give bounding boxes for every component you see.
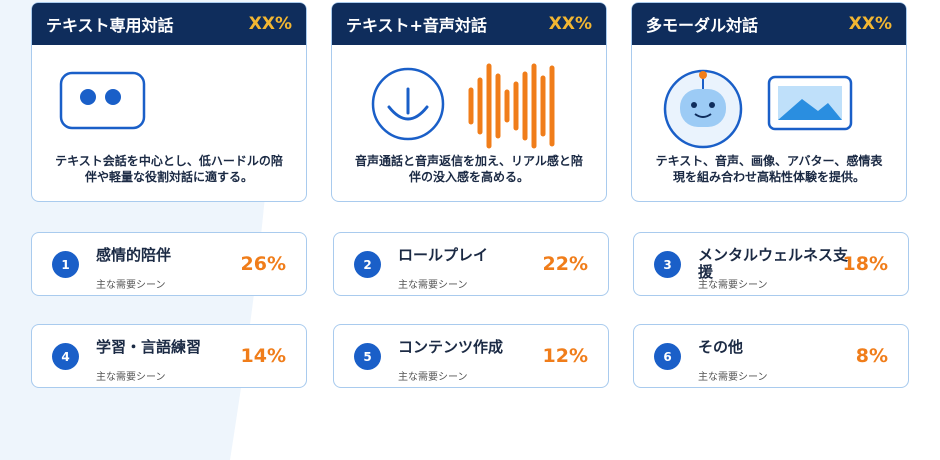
scene-share: 12% — [542, 345, 588, 367]
scene-number: 6 — [654, 343, 681, 370]
scene-share: 22% — [542, 253, 588, 275]
mode-rate: XX% — [848, 14, 892, 34]
scene-card: 3 メンタルウェルネス支援 主な需要シーン 18% — [633, 232, 909, 296]
mode-icon — [59, 71, 146, 130]
scene-card: 2 ロールプレイ主な需要シーン 22% — [333, 232, 609, 296]
mode-rate: XX% — [248, 14, 292, 34]
scene-share: 14% — [240, 345, 286, 367]
scene-title: その他 — [698, 338, 744, 356]
mode-description: テキスト、音声、画像、アバター、感情表現を組み合わせ高粘性体験を提供。 — [655, 154, 883, 184]
mode-header: 多モーダル対話 XX% — [632, 3, 906, 45]
scene-title: コンテンツ作成 — [398, 338, 504, 356]
scene-title: ロールプレイ — [398, 246, 489, 264]
mode-header: テキスト+音声対話 XX% — [332, 3, 606, 45]
mode-title: 多モーダル対話 — [646, 16, 759, 35]
mode-description: 音声通話と音声返信を加え、リアル感と陪伴の没入感を高める。 — [355, 154, 583, 184]
mode-title: テキスト+音声対話 — [346, 16, 487, 35]
scene-card: 5 コンテンツ作成主な需要シーン 12% — [333, 324, 609, 388]
mode-rate: XX% — [548, 14, 592, 34]
scene-number: 5 — [354, 343, 381, 370]
scene-card: 6 その他主な需要シーン 8% — [633, 324, 909, 388]
mode-card: テキスト+音声対話 XX% 音声通話と音声返信を加え、リアル感と陪伴の没入感を高める… — [331, 2, 607, 202]
mode-card: 多モーダル対話 XX% テキスト、音声、画像、アバター、感情表現を組み合わせ高粘性体… — [631, 2, 907, 202]
scene-number: 4 — [52, 343, 79, 370]
scene-subtitle: 主な需要シーン — [698, 280, 768, 291]
scene-share: 8% — [855, 345, 888, 367]
scene-title: 学習・言語練習 — [96, 338, 202, 356]
scene-number: 3 — [654, 251, 681, 278]
scene-share: 26% — [240, 253, 286, 275]
scene-subtitle: 主な需要シーン — [398, 280, 468, 291]
scene-title: メンタルウェルネス支援 — [698, 246, 849, 281]
scene-subtitle: 主な需要シーン — [96, 280, 166, 291]
mode-description: テキスト会話を中心とし、低ハードルの陪伴や軽量な役割対話に適する。 — [55, 154, 283, 184]
mode-icon — [663, 69, 853, 149]
scene-number: 2 — [354, 251, 381, 278]
scene-card: 4 学習・言語練習主な需要シーン 14% — [31, 324, 307, 388]
mode-card: テキスト専用対話 XX% テキスト会話を中心とし、低ハードルの陪伴や軽量な役割対話に… — [31, 2, 307, 202]
scene-subtitle: 主な需要シーン — [96, 372, 166, 383]
mode-icon — [371, 63, 555, 149]
mode-header: テキスト専用対話 XX% — [32, 3, 306, 45]
scene-subtitle: 主な需要シーン — [398, 372, 468, 383]
scene-title: 感情的陪伴 — [96, 246, 172, 264]
mode-title: テキスト専用対話 — [46, 16, 174, 35]
scene-share: 18% — [842, 253, 888, 275]
scene-number: 1 — [52, 251, 79, 278]
scene-card: 1 感情的陪伴主な需要シーン 26% — [31, 232, 307, 296]
scene-subtitle: 主な需要シーン — [698, 372, 768, 383]
